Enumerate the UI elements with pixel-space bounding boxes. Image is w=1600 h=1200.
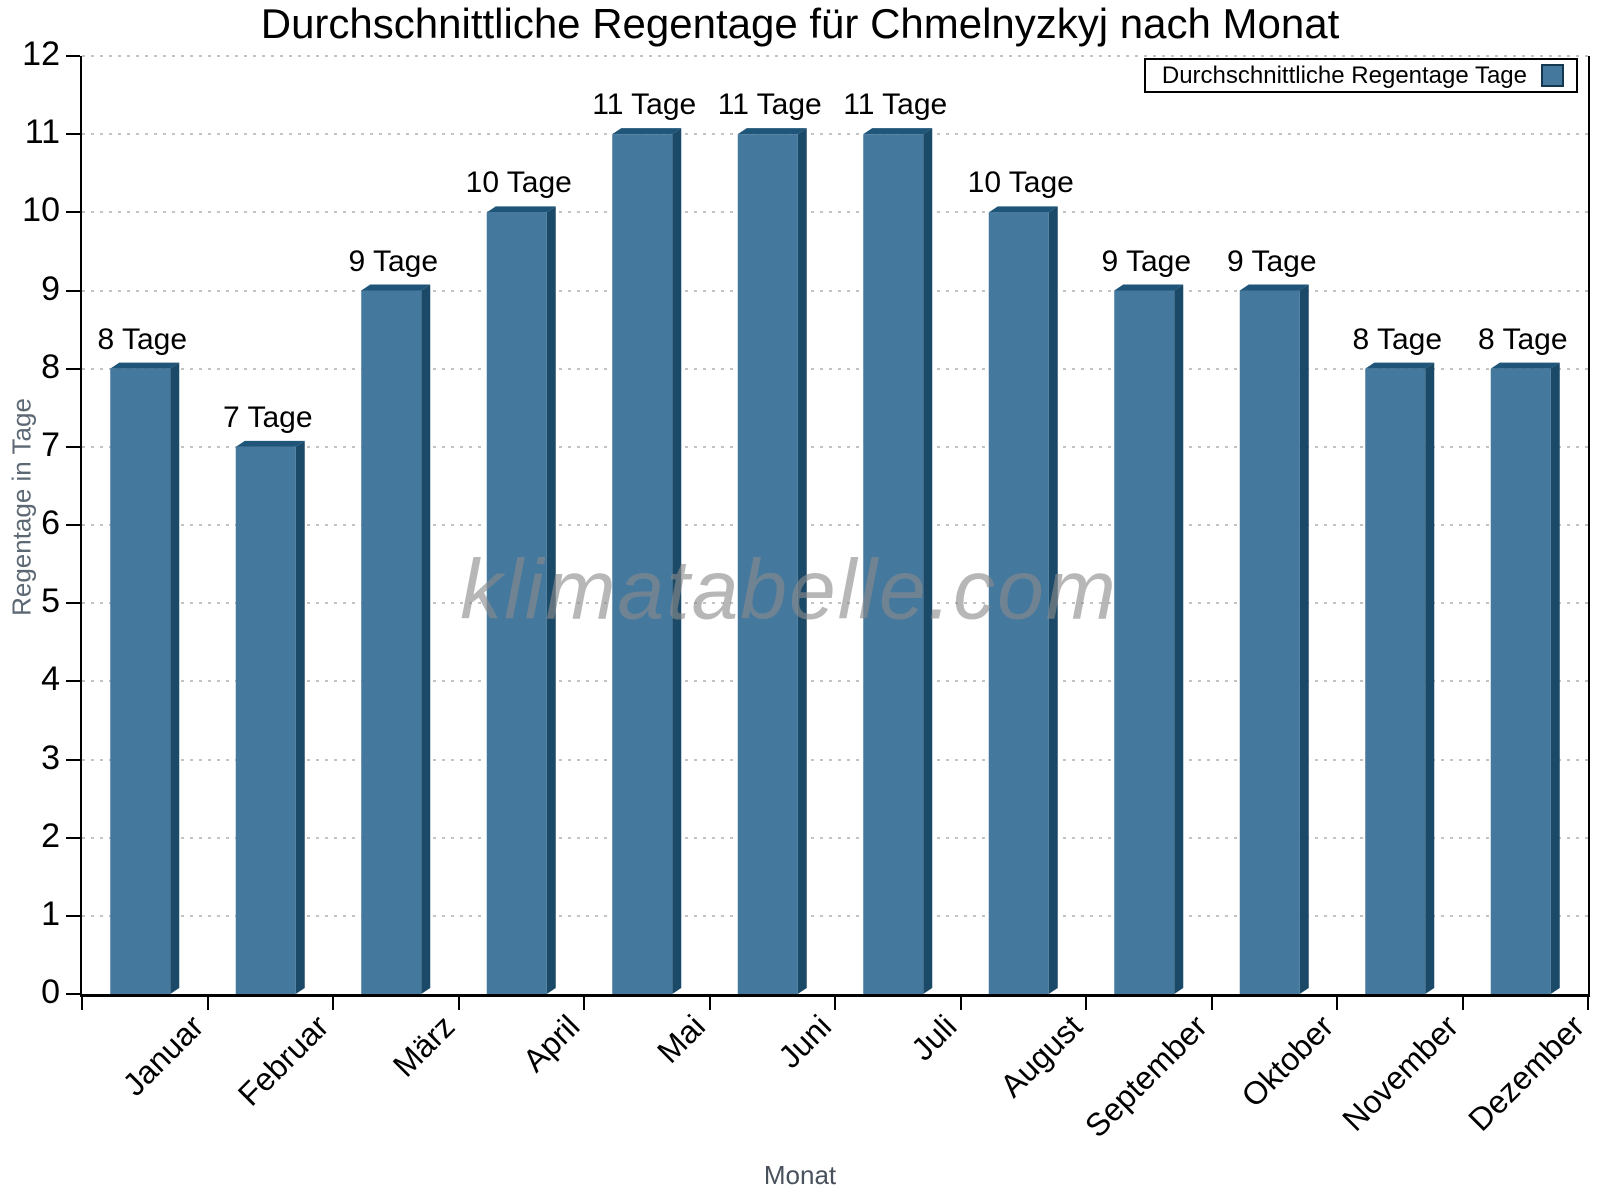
x-tick-9 xyxy=(1210,997,1213,1010)
bar-value-label-september: 9 Tage xyxy=(1101,244,1192,278)
x-tick-label-februar: Februar xyxy=(231,1008,336,1113)
legend: Durchschnittliche Regentage Tage xyxy=(1143,58,1578,93)
bar-value-label-januar: 8 Tage xyxy=(97,322,188,356)
x-tick-label-november: November xyxy=(1335,1008,1466,1138)
y-tick-label-2: 2 xyxy=(41,816,60,855)
bar-februar xyxy=(235,440,305,994)
y-tick-1 xyxy=(66,914,80,917)
y-tick-label-9: 9 xyxy=(41,269,60,308)
bar-marz xyxy=(361,284,431,994)
bar-juni xyxy=(737,128,807,995)
x-tick-1 xyxy=(206,997,209,1010)
y-tick-6 xyxy=(66,524,80,526)
bar-oktober xyxy=(1239,284,1309,994)
x-axis-title: Monat xyxy=(763,1160,837,1190)
gridline-y-10 xyxy=(82,211,1588,214)
gridline-y-4 xyxy=(82,680,1588,683)
bars-layer xyxy=(110,128,1560,995)
bar-juli xyxy=(863,128,933,995)
y-tick-label-4: 4 xyxy=(41,660,60,699)
gridline-y-12 xyxy=(82,55,1588,57)
gridline-y-11 xyxy=(82,133,1588,136)
y-tick-label-11: 11 xyxy=(24,113,60,152)
x-tick-label-oktober: Oktober xyxy=(1233,1008,1340,1114)
bar-september xyxy=(1114,284,1184,994)
x-tick-3 xyxy=(457,997,460,1010)
y-tick-8 xyxy=(66,367,80,370)
legend-label: Durchschnittliche Regentage Tage xyxy=(1161,61,1527,89)
gridline-y-2 xyxy=(82,836,1588,839)
y-tick-label-7: 7 xyxy=(41,425,60,464)
y-tick-12 xyxy=(66,55,80,57)
bar-value-label-april: 10 Tage xyxy=(465,166,572,200)
gridline-y-6 xyxy=(82,524,1588,526)
bar-value-label-november: 8 Tage xyxy=(1352,322,1443,356)
y-tick-label-3: 3 xyxy=(41,738,60,777)
x-tick-label-marz: März xyxy=(385,1008,462,1084)
x-tick-label-mai: Mai xyxy=(650,1008,713,1070)
bar-value-label-mai: 11 Tage xyxy=(592,88,697,122)
y-tick-5 xyxy=(66,602,80,605)
x-tick-label-juni: Juni xyxy=(770,1008,838,1075)
y-axis-title: Regentage in Tage xyxy=(6,398,37,616)
x-tick-11 xyxy=(1461,997,1464,1010)
y-tick-label-12: 12 xyxy=(22,34,60,73)
gridline-y-3 xyxy=(82,758,1588,761)
y-tick-11 xyxy=(66,133,80,136)
bar-value-label-juli: 11 Tage xyxy=(843,88,948,122)
x-tick-label-juli: Juli xyxy=(903,1008,964,1068)
legend-swatch-icon xyxy=(1541,64,1564,87)
bar-mai xyxy=(612,128,682,995)
x-tick-10 xyxy=(1336,997,1338,1010)
x-tick-0 xyxy=(81,997,83,1010)
x-tick-label-september: September xyxy=(1078,1008,1215,1145)
y-tick-9 xyxy=(66,289,80,292)
x-tick-label-august: August xyxy=(992,1008,1089,1104)
y-tick-label-10: 10 xyxy=(22,191,60,230)
y-tick-label-1: 1 xyxy=(41,894,60,933)
gridline-y-1 xyxy=(82,914,1588,917)
plot-right-border xyxy=(1588,56,1590,994)
x-tick-label-januar: Januar xyxy=(115,1008,211,1103)
y-tick-0 xyxy=(66,993,80,995)
x-tick-7 xyxy=(959,997,962,1010)
x-tick-6 xyxy=(834,997,836,1010)
gridline-y-5 xyxy=(82,602,1588,605)
chart-title: Durchschnittliche Regentage für Chmelnyz… xyxy=(260,0,1340,47)
y-tick-2 xyxy=(66,836,80,839)
bar-value-label-august: 10 Tage xyxy=(967,166,1074,200)
bar-januar xyxy=(110,362,180,995)
bar-value-label-oktober: 9 Tage xyxy=(1226,244,1317,278)
y-tick-label-5: 5 xyxy=(41,582,60,621)
x-axis-line xyxy=(80,994,1590,997)
bar-value-label-juni: 11 Tage xyxy=(717,88,822,122)
y-axis-line xyxy=(80,56,82,994)
bar-value-label-marz: 9 Tage xyxy=(348,244,439,278)
gridline-y-8 xyxy=(82,367,1588,370)
x-tick-12 xyxy=(1587,997,1589,1010)
x-tick-label-april: April xyxy=(516,1008,587,1079)
y-tick-3 xyxy=(66,758,80,761)
y-tick-4 xyxy=(66,680,80,683)
y-tick-label-8: 8 xyxy=(41,347,60,386)
x-tick-5 xyxy=(708,997,711,1010)
x-tick-4 xyxy=(583,997,585,1010)
bar-april xyxy=(486,206,556,995)
y-tick-10 xyxy=(66,211,80,214)
gridline-y-9 xyxy=(82,289,1588,292)
gridline-y-7 xyxy=(82,445,1588,448)
plot-area: Durchschnittliche Regentage Tage klimata… xyxy=(22,35,1591,1144)
y-tick-label-0: 0 xyxy=(41,972,60,1011)
x-tick-8 xyxy=(1085,997,1087,1010)
x-tick-2 xyxy=(332,997,334,1010)
x-tick-label-dezember: Dezember xyxy=(1461,1008,1591,1138)
bar-value-label-februar: 7 Tage xyxy=(222,400,313,434)
y-tick-7 xyxy=(66,445,80,448)
bar-november xyxy=(1365,362,1435,995)
bar-dezember xyxy=(1490,362,1560,995)
y-tick-label-6: 6 xyxy=(41,503,60,542)
bar-august xyxy=(988,206,1058,995)
bar-value-label-dezember: 8 Tage xyxy=(1477,322,1568,356)
